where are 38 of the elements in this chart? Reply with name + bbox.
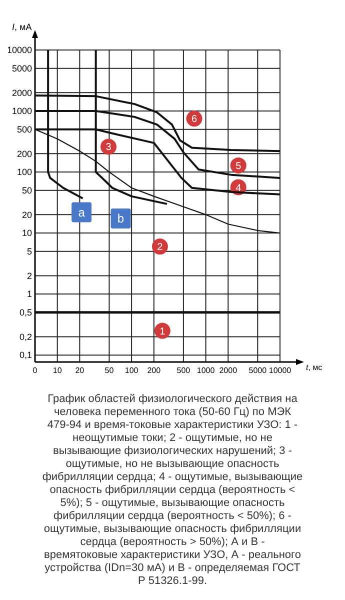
annotation: 2 — [157, 242, 164, 254]
y-tick-label: 1 — [26, 289, 32, 300]
y-tick-label: 1000 — [12, 106, 32, 116]
annotation: a — [78, 205, 86, 220]
x-tick-label: 10 — [52, 366, 62, 375]
y-tick-label: 200 — [16, 148, 32, 159]
y-tick-label: 20 — [22, 210, 32, 220]
y-tick-label: 0,1 — [19, 350, 32, 360]
x-tick-label: 50 — [104, 366, 114, 375]
x-tick-label: 0 — [32, 366, 38, 375]
y-tick-label: 2000 — [12, 88, 32, 98]
y-tick-label: 5000 — [12, 64, 32, 74]
y-tick-label: 0,5 — [19, 308, 32, 318]
y-tick-label: 0,2 — [19, 332, 32, 342]
x-tick-label: 200 — [147, 366, 162, 375]
annotation: 1 — [160, 326, 166, 338]
y-tick-label: 10 — [22, 228, 32, 238]
y-tick-label: 2 — [26, 270, 32, 281]
y-tick-label: 100 — [16, 167, 32, 178]
x-tick-label: 2000 — [219, 366, 238, 375]
annotation: 5 — [236, 160, 242, 172]
x-tick-label: 500 — [176, 366, 191, 375]
text: График областей физиологического действия на человека переменного тока (50-60 Гц) по МЭК 479-94 и время-токовые характеристики УЗО: 1 - неощутимые токи; 2 - ощутимые, но не вызывающие физиологических нарушений; 3 - ощутимые, но не вызывающие опасность фибрилляции сердца; 4 - ощутимые, вызывающие опасность фибрилляции сердца (вероятность < 5%); 5 - ощутимые, вызывающие опасность фибрилляции сердца (вероятность < 50%); 6 - ощутимые, вызывающие опасность фибрилляции сердца (вероятность > 50%); А и В - времятоковые характеристики УЗО, А - реального устройства (IDn=30 мА) и В - определяемая ГОСТ Р 51326.1-99. — [42, 393, 303, 587]
y-tick-label: 50 — [22, 186, 32, 196]
annotation: 6 — [191, 114, 198, 126]
x-tick-label: 20 — [75, 366, 85, 375]
annotation: b — [117, 212, 124, 226]
y-tick-label: 500 — [16, 124, 32, 135]
annotation: 4 — [236, 182, 242, 194]
y-tick-label: 5 — [26, 246, 32, 257]
x-axis-title: t, мс — [306, 363, 322, 372]
x-tick-label: 10000 — [268, 366, 292, 375]
y-axis-title: I, мА — [12, 22, 32, 32]
x-tick-label: 1000 — [196, 366, 216, 375]
annotation: 3 — [106, 142, 112, 154]
x-tick-label: 5000 — [248, 366, 268, 375]
y-tick-label: 10000 — [6, 45, 32, 56]
x-tick-label: 100 — [124, 366, 139, 375]
